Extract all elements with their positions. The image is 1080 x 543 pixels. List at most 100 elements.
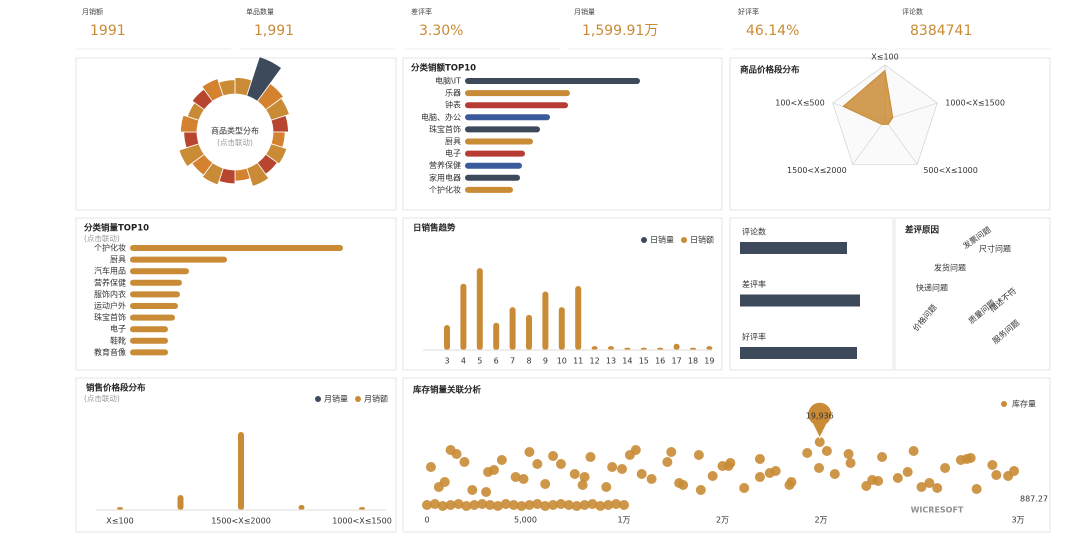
- radar-area: [842, 69, 894, 125]
- bar-label: 家用电器: [429, 172, 461, 182]
- chart-subtitle: (点击联动): [84, 233, 120, 243]
- point: [492, 501, 503, 511]
- x-tick-label: 1000<X≤1500: [332, 517, 392, 526]
- x-tick-label: X≤100: [106, 517, 133, 526]
- axis-label: 500<X≤1000: [923, 166, 978, 175]
- bar: [608, 346, 614, 350]
- bar-label: 鞋靴: [110, 335, 126, 345]
- bar: [298, 505, 305, 510]
- legend-marker: [315, 396, 321, 402]
- tooltip-label: 19,936: [806, 412, 834, 421]
- bar-label: 电子: [445, 148, 461, 158]
- point: [624, 450, 635, 460]
- bar: [465, 126, 540, 133]
- bar: [740, 242, 847, 254]
- chart-title: 销售价格段分布: [86, 383, 146, 394]
- bar: [640, 347, 647, 350]
- point: [585, 452, 596, 462]
- bar: [130, 326, 168, 333]
- rose-segment: [201, 162, 224, 186]
- point: [437, 501, 448, 511]
- point: [725, 458, 736, 468]
- point: [991, 470, 1002, 480]
- point: [571, 501, 582, 511]
- bar-label: 教育音像: [94, 347, 126, 357]
- bar: [509, 307, 516, 350]
- point: [540, 479, 551, 489]
- bar: [117, 507, 123, 510]
- bar: [591, 346, 598, 350]
- radar-axis: [852, 119, 886, 165]
- rose-segment: [256, 82, 285, 111]
- point: [987, 460, 998, 470]
- point: [563, 500, 574, 510]
- point: [971, 484, 982, 494]
- point: [892, 473, 903, 483]
- point: [784, 480, 795, 490]
- axis-label: 1000<X≤1500: [945, 99, 1005, 108]
- point: [924, 478, 935, 488]
- bar: [465, 102, 568, 109]
- kpi-value: 8384741: [910, 23, 972, 39]
- point: [739, 483, 750, 493]
- x-tick-label: 1500<X≤2000: [211, 517, 271, 526]
- point: [619, 500, 629, 510]
- point: [754, 472, 765, 482]
- point: [843, 449, 854, 459]
- chart-subtitle: (点击联动): [84, 393, 120, 403]
- bar: [130, 256, 227, 263]
- point: [646, 474, 657, 484]
- panel: [894, 217, 1051, 371]
- panel: [402, 57, 723, 211]
- kpi-label: 差评率: [411, 7, 432, 16]
- bar: [177, 495, 184, 510]
- bar: [465, 78, 640, 84]
- point: [569, 469, 580, 479]
- x-tick-label: 2万: [814, 516, 827, 525]
- point: [717, 461, 728, 471]
- bar: [526, 314, 532, 350]
- point: [877, 452, 888, 462]
- point: [425, 462, 436, 472]
- point: [674, 478, 685, 488]
- bar: [542, 291, 549, 350]
- kpi-label: 月销额: [82, 7, 103, 16]
- x-tick-label: 0: [424, 516, 429, 525]
- bar-label: 运动户外: [94, 301, 126, 311]
- legend-marker: [1001, 401, 1007, 407]
- point: [617, 464, 628, 474]
- x-tick-label: 15: [639, 357, 649, 366]
- point: [445, 445, 456, 455]
- panel: [402, 217, 723, 371]
- x-tick-label: 8: [526, 357, 531, 366]
- kpi-value: 1,991: [254, 23, 294, 39]
- bar: [465, 162, 522, 169]
- point: [445, 500, 456, 510]
- panel: [729, 57, 1051, 211]
- legend-label: 日销量: [650, 235, 674, 245]
- word: 快递问题: [916, 283, 948, 293]
- bar: [673, 343, 680, 350]
- point: [488, 465, 499, 475]
- bar: [575, 286, 582, 350]
- chart-title: 商品类型分布: [211, 126, 259, 136]
- bar-label: 厨具: [445, 137, 461, 146]
- bar-label: 汽车用品: [94, 266, 126, 276]
- bar: [465, 174, 520, 181]
- bar: [460, 283, 467, 350]
- radar-axis: [884, 102, 938, 121]
- bar-label: 厨具: [110, 255, 126, 264]
- point: [433, 482, 444, 492]
- bar-label: 个护化妆: [429, 184, 461, 194]
- bar-label: 电脑、办公: [421, 112, 461, 122]
- bar: [130, 303, 178, 309]
- point: [577, 480, 588, 490]
- point: [607, 462, 618, 472]
- rose-segment: [265, 97, 290, 121]
- bar: [238, 432, 244, 510]
- point: [814, 463, 825, 473]
- x-tick-label: 14: [622, 357, 632, 366]
- rose-segment: [265, 143, 288, 165]
- point: [940, 463, 951, 473]
- point: [693, 450, 704, 460]
